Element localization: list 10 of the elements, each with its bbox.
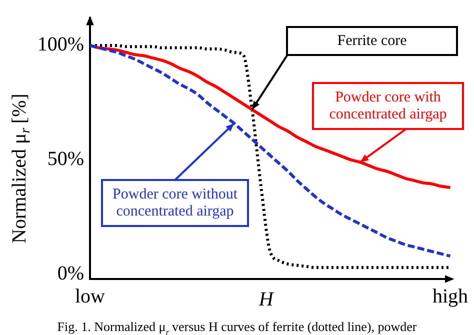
y-axis-title: Normalized μr [%] — [8, 94, 34, 244]
text: Ferrite core — [337, 32, 408, 49]
text: Powder core without concentrated airgap — [112, 186, 238, 220]
y-tick-label: 100% — [37, 34, 84, 56]
y-tick-label: 50% — [47, 148, 84, 170]
x-tick-label: high — [432, 285, 468, 308]
x-tick-label: low — [75, 285, 106, 308]
series-label: Powder core with concentrated airgap — [329, 89, 447, 122]
y-tick-label: 0% — [57, 262, 84, 285]
x-axis-title: H — [258, 288, 275, 310]
